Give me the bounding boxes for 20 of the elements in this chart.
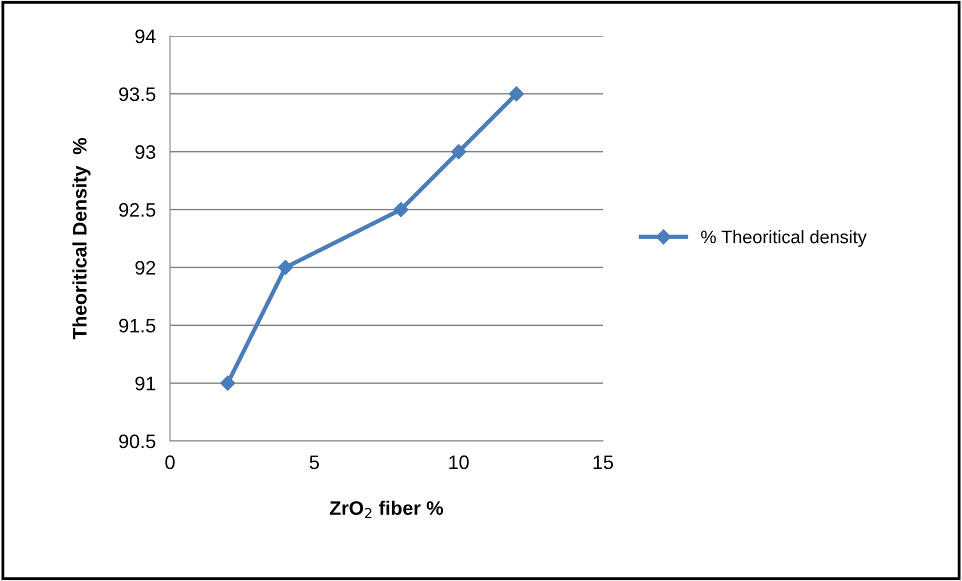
y-tick-label: 91 [135, 376, 156, 390]
y-tick-label: 94 [135, 29, 156, 44]
y-tick-label: 93.5 [119, 87, 156, 102]
y-tick-label: 90.5 [119, 434, 156, 448]
point [220, 376, 236, 391]
x-tick-label: 15 [594, 456, 613, 470]
point [508, 86, 524, 102]
point [278, 260, 294, 275]
x-axis-title: ZrO$_{2}$ fiber % [330, 500, 443, 518]
y-axis-title: Theoritical Density % [72, 138, 90, 340]
y-tick-label: 92 [135, 260, 156, 275]
point [393, 202, 409, 218]
x-tick-label: 0 [165, 455, 175, 470]
y-tick-label: 93 [135, 145, 156, 159]
x-tick-label: 5 [310, 456, 319, 470]
legend-label: % Theoritical density [701, 230, 867, 247]
x-tick-label: 10 [449, 455, 469, 470]
point [451, 144, 466, 160]
y-tick-label: 91.5 [119, 318, 156, 333]
y-tick-label: 92.5 [119, 203, 156, 217]
